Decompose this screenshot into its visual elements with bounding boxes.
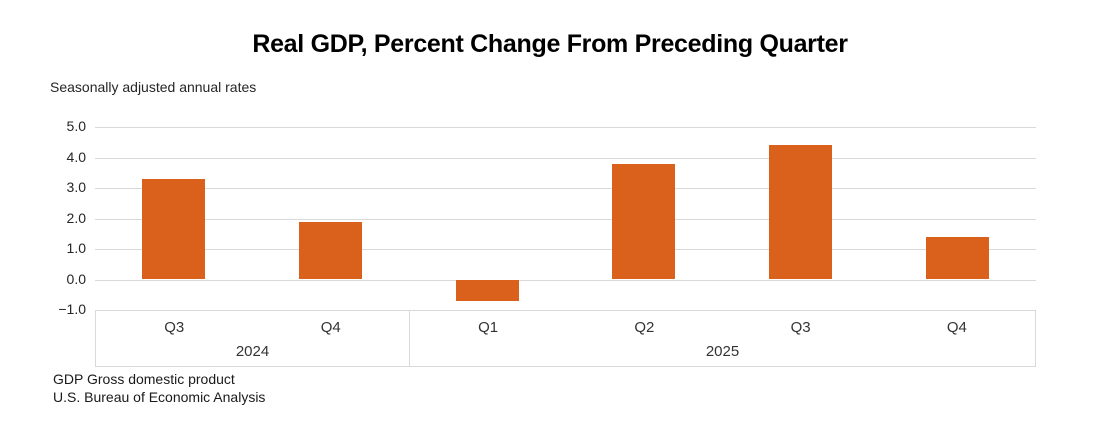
bar-Q2-value <box>612 163 676 280</box>
y-tick-label: 4.0 <box>66 148 86 165</box>
gridline-3 <box>95 188 1036 189</box>
bar-Q4-value <box>298 221 362 280</box>
y-tick-label: 3.0 <box>66 179 86 195</box>
quarter-label-row: Q1 Q2 Q3 Q4 <box>410 311 1035 339</box>
gridline-0 <box>95 279 1036 281</box>
x-axis-category-box: Q3 Q4 2024 Q1 Q2 Q3 Q4 2025 <box>95 310 1036 367</box>
year-group-2025: Q1 Q2 Q3 Q4 2025 <box>409 311 1035 366</box>
y-tick-label: 1.0 <box>66 240 86 256</box>
chart-title: Real GDP, Percent Change From Preceding … <box>252 30 848 58</box>
y-tick-label: 2.0 <box>66 209 86 226</box>
gridline-5 <box>95 127 1036 128</box>
bar-Q4-value <box>926 236 990 280</box>
y-tick-label: 5.0 <box>66 118 86 134</box>
footnotes: GDP Gross domestic product U.S. Bureau o… <box>53 371 265 406</box>
plot-area <box>95 127 1036 310</box>
quarter-label: Q2 <box>634 319 655 336</box>
year-label: 2025 <box>705 343 740 360</box>
bar-Q1-value <box>455 279 519 301</box>
quarter-label: Q3 <box>790 319 811 336</box>
year-group-2024: Q3 Q4 2024 <box>96 311 409 366</box>
quarter-label-row: Q3 Q4 <box>96 311 409 339</box>
quarter-label: Q4 <box>946 319 967 336</box>
quarter-label: Q3 <box>164 319 185 336</box>
gridline-4 <box>95 157 1036 159</box>
year-label: 2024 <box>235 343 270 360</box>
y-tick-label: −1.0 <box>58 301 86 317</box>
footnote-gdp-definition: GDP Gross domestic product <box>53 371 235 387</box>
gridline-2 <box>95 218 1036 220</box>
footnote-source: U.S. Bureau of Economic Analysis <box>53 388 266 405</box>
quarter-label: Q4 <box>320 319 341 336</box>
bar-Q3-value <box>769 145 833 280</box>
bar-Q3-value <box>141 178 205 280</box>
quarter-label: Q1 <box>478 319 499 336</box>
y-tick-label: 0.0 <box>66 270 86 287</box>
gridline-1 <box>95 249 1036 250</box>
chart-subtitle: Seasonally adjusted annual rates <box>50 79 257 95</box>
